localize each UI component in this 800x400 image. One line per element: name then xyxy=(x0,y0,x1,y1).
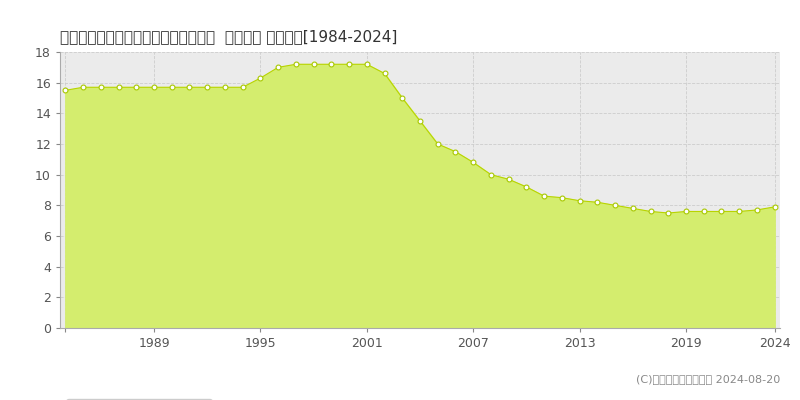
Legend: 地価公示 平均坪単価(万円/坪): 地価公示 平均坪単価(万円/坪) xyxy=(66,399,212,400)
Text: (C)土地価格ドットコム 2024-08-20: (C)土地価格ドットコム 2024-08-20 xyxy=(636,374,780,384)
Text: 新潟県長岡市高見町字東堤１６番２外  地価公示 地価推移[1984-2024]: 新潟県長岡市高見町字東堤１６番２外 地価公示 地価推移[1984-2024] xyxy=(60,29,398,44)
